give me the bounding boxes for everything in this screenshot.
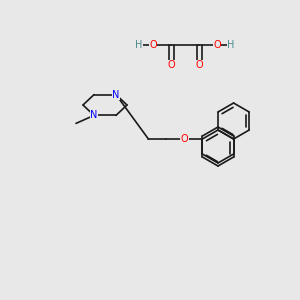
Text: H: H [227, 40, 235, 50]
Text: O: O [167, 60, 175, 70]
Text: O: O [195, 60, 203, 70]
Text: O: O [213, 40, 221, 50]
Text: O: O [181, 134, 188, 144]
Text: H: H [135, 40, 143, 50]
Text: N: N [112, 90, 120, 100]
Text: N: N [90, 110, 98, 120]
Text: O: O [149, 40, 157, 50]
